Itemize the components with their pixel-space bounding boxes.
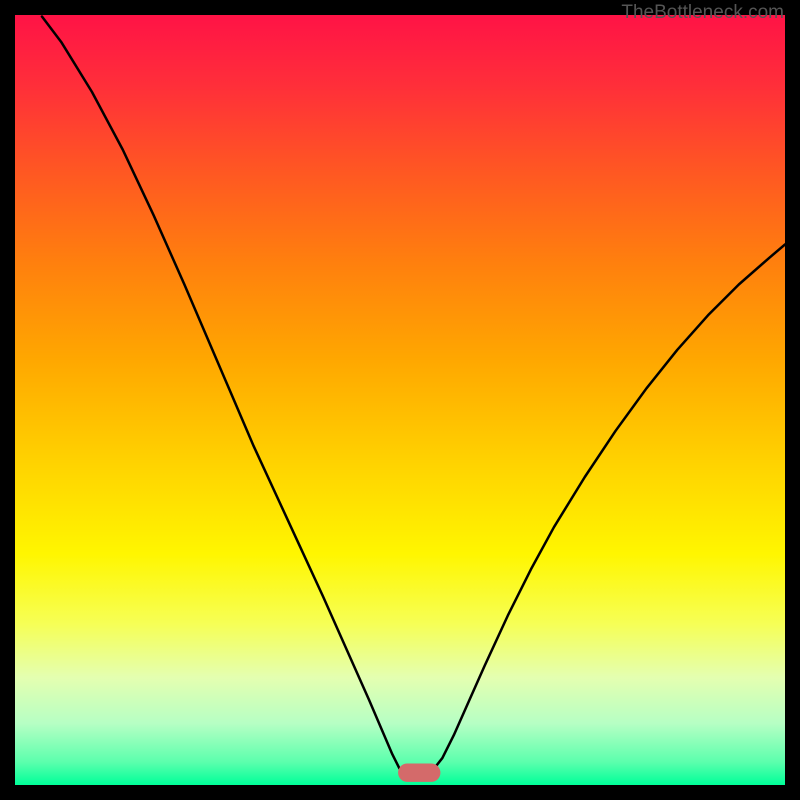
chart-background <box>15 15 785 785</box>
plot-area <box>15 15 785 785</box>
attribution-text: TheBottleneck.com <box>621 2 784 24</box>
chart-svg <box>15 15 785 785</box>
chart-frame: TheBottleneck.com <box>0 0 800 800</box>
trough-marker <box>398 763 440 781</box>
